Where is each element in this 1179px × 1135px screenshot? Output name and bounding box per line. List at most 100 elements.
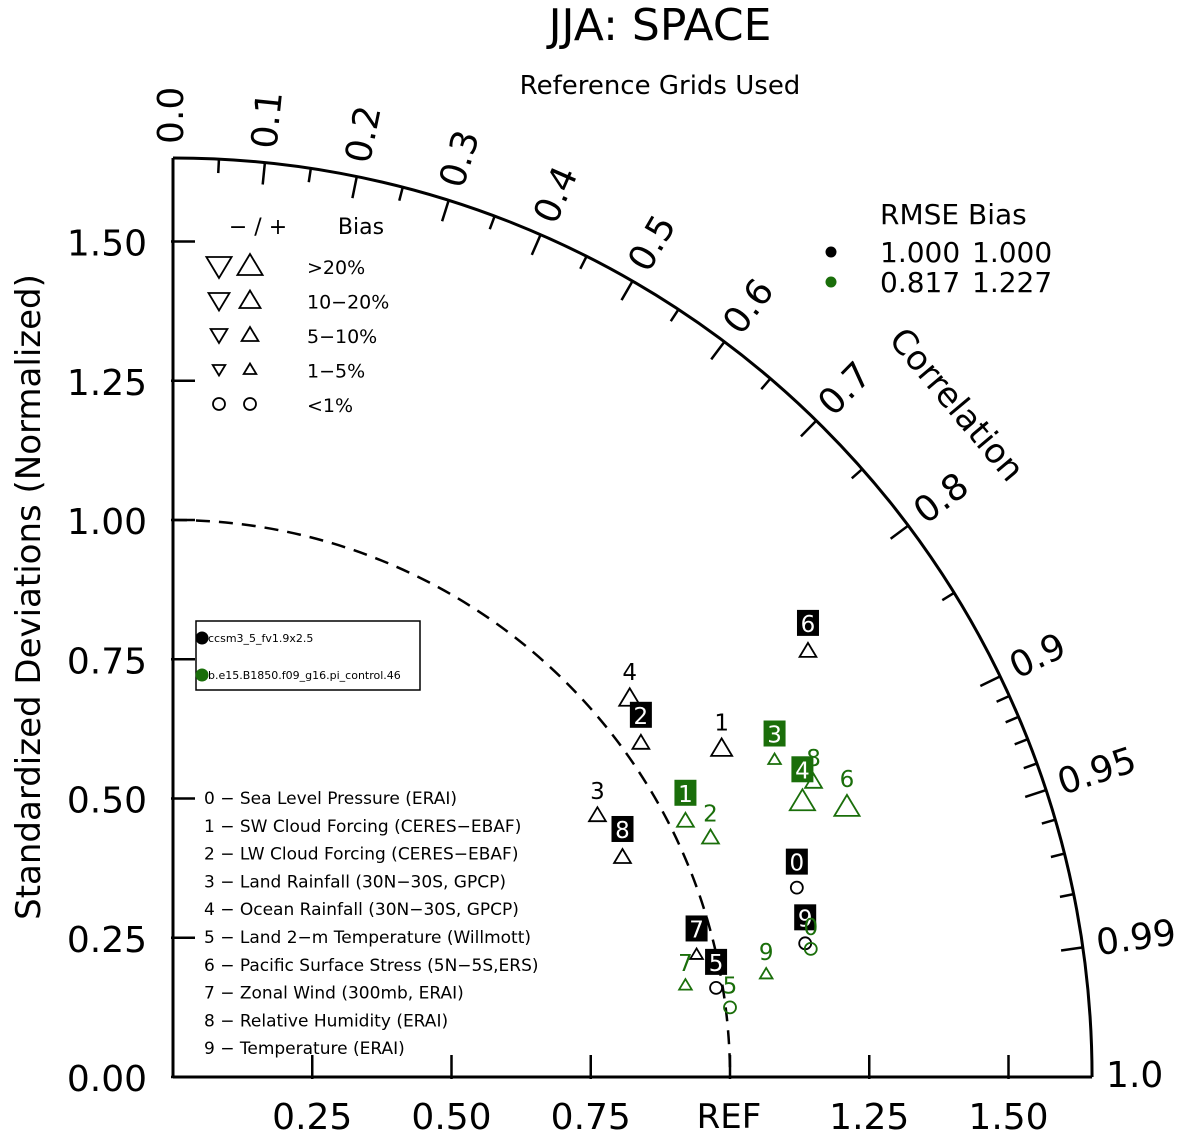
data-marker-circle — [803, 941, 818, 956]
data-label-box — [705, 948, 728, 975]
variable-legend: 0 − Sea Level Pressure (ERAI) 1 − SW Clou… — [204, 789, 539, 1059]
data-label: 2 — [703, 801, 718, 827]
bias-value: 1.000 — [972, 236, 1052, 269]
correlation-tick-label: 0.2 — [338, 102, 390, 166]
correlation-tick-label: 0.5 — [620, 208, 684, 278]
data-point: 0 — [803, 915, 818, 956]
data-point: 4 — [617, 660, 642, 707]
data-label: 3 — [767, 723, 782, 749]
variable-legend-item: 9 − Temperature (ERAI) — [204, 1039, 405, 1059]
correlation-tick — [800, 419, 818, 438]
reference-arc — [172, 518, 732, 1078]
correlation-tick — [261, 162, 267, 185]
correlation-tick-group: 0.6 — [715, 272, 782, 342]
x-tick-label: 0.75 — [551, 1097, 631, 1135]
x-tick-label: 1.50 — [968, 1097, 1048, 1135]
correlation-tick — [669, 308, 680, 322]
bias-legend-label: <1% — [307, 395, 353, 417]
data-point: 2 — [629, 701, 652, 750]
correlation-tick — [850, 468, 864, 480]
correlation-tick-label: 0.8 — [906, 465, 976, 532]
rmse-legend-dot — [825, 276, 837, 288]
rmse-value: 0.817 — [880, 266, 960, 299]
outer-arc — [172, 156, 1094, 1078]
bias-legend-label: 1−5% — [307, 361, 365, 383]
bias-legend-bias-header: Bias — [338, 215, 384, 240]
correlation-tick — [440, 199, 450, 222]
data-point: 6 — [796, 609, 819, 658]
data-point: 1 — [709, 710, 734, 757]
case-legend: ccsm3_5_fv1.9x2.5 b.e15.B1850.f09_g16.pi_… — [195, 620, 421, 691]
correlation-tick-label: 0.7 — [810, 354, 879, 424]
correlation-tick-label: 0.95 — [1053, 740, 1142, 804]
correlation-tick — [979, 675, 1001, 688]
data-marker-triangle — [617, 686, 642, 707]
correlation-tick — [1060, 946, 1084, 952]
bias-legend-sign-header: − / + — [229, 215, 287, 240]
correlation-tick — [996, 694, 1010, 703]
data-label: 0 — [790, 851, 805, 877]
case-legend-dot — [195, 631, 209, 645]
data-label-box — [685, 915, 708, 942]
correlation-tick — [941, 591, 955, 602]
data-point: 6 — [832, 767, 862, 817]
data-point: 8 — [803, 746, 824, 789]
correlation-tick-label: 1.0 — [1106, 1055, 1163, 1096]
correlation-tick — [760, 377, 772, 391]
axes: 0.000.250.500.751.001.251.500.25 0.50 0.75… — [67, 87, 1179, 1135]
data-label: 2 — [634, 704, 649, 730]
chart-title: JJA: SPACE — [546, 0, 772, 51]
data-label-box — [611, 815, 634, 842]
bias-legend-down-triangle — [209, 328, 229, 345]
data-marker-triangle — [677, 977, 694, 991]
data-marker-triangle — [803, 772, 824, 789]
y-axis-label: Standardized Deviations (Normalized) — [9, 274, 49, 920]
correlation-tick-group: 0.8 — [906, 465, 976, 532]
correlation-label: Correlation — [881, 320, 1032, 489]
data-label: 7 — [689, 917, 704, 943]
data-marker-triangle — [587, 805, 608, 823]
x-tick-label: 0.25 — [272, 1097, 352, 1135]
bias-legend-up-triangle — [237, 288, 263, 309]
data-marker-triangle — [758, 966, 775, 980]
y-tick-label: 0.00 — [67, 1059, 147, 1100]
x-tick-label: 0.50 — [411, 1097, 491, 1135]
data-label: 7 — [678, 951, 693, 977]
variable-legend-item: 5 − Land 2−m Temperature (Willmott) — [204, 928, 531, 948]
data-point: 7 — [677, 951, 694, 991]
data-label: 3 — [590, 779, 605, 805]
correlation-tick-group: 0.95 — [1053, 740, 1142, 804]
data-point: 7 — [685, 915, 708, 960]
correlation-tick-group: 0.0 — [151, 87, 192, 144]
y-tick-label: 1.25 — [67, 363, 147, 404]
data-marker-triangle — [675, 811, 696, 828]
data-point: 3 — [587, 779, 608, 823]
correlation-tick — [398, 186, 404, 202]
y-tick-label: 0.25 — [67, 920, 147, 961]
variable-legend-item: 4 − Ocean Rainfall (30N−30S, GPCP) — [204, 900, 519, 920]
chart-subtitle: Reference Grids Used — [520, 71, 801, 101]
data-label: 0 — [803, 915, 818, 941]
data-marker-circle — [789, 880, 804, 895]
data-marker-triangle — [688, 946, 705, 960]
correlation-tick — [488, 215, 496, 230]
correlation-tick-label: 0.4 — [526, 161, 586, 230]
data-label: 8 — [615, 818, 630, 844]
correlation-tick — [1024, 788, 1047, 799]
correlation-tick-group: 0.4 — [526, 161, 586, 230]
correlation-tick — [351, 176, 359, 199]
correlation-tick-group: 0.5 — [620, 208, 684, 278]
case-legend-dot — [195, 668, 209, 682]
correlation-tick — [1041, 818, 1056, 825]
correlation-tick-label: 0.99 — [1094, 912, 1179, 964]
data-label: 4 — [795, 758, 810, 784]
bias-legend-down-triangle — [204, 256, 234, 280]
y-tick-label: 0.50 — [67, 781, 147, 822]
variable-legend-item: 7 − Zonal Wind (300mb, ERAI) — [204, 984, 464, 1004]
correlation-tick — [1059, 892, 1074, 899]
rmse-value: 1.000 — [880, 236, 960, 269]
data-marker-triangle — [700, 827, 721, 845]
correlation-tick-group: 0.1 — [244, 89, 291, 150]
